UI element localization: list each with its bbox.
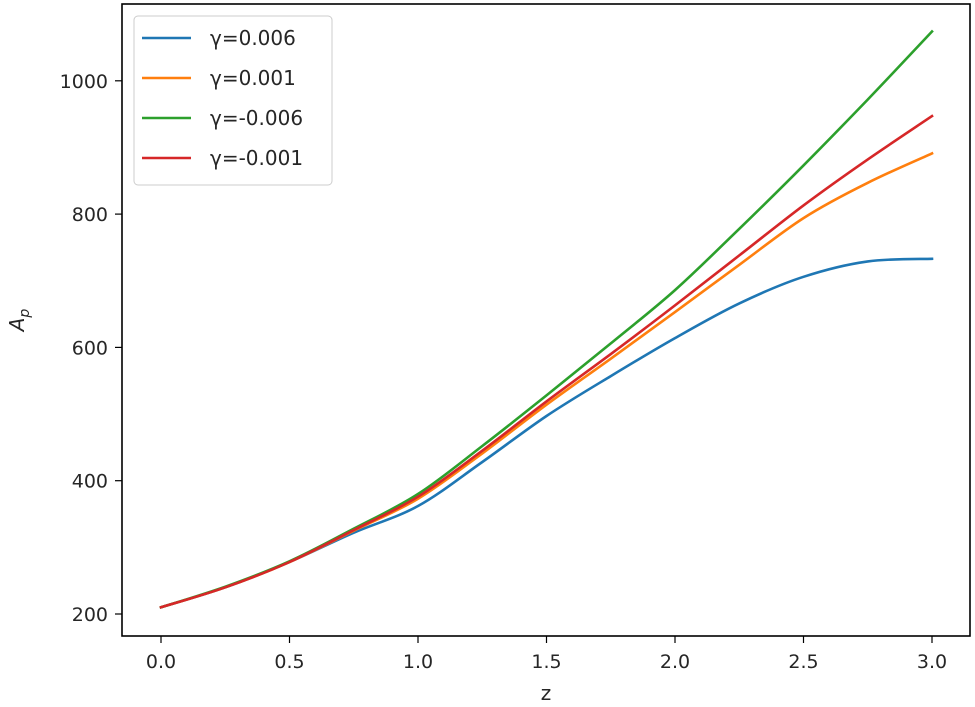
y-tick-label: 200 [72,604,108,626]
x-axis-label: z [541,681,552,705]
legend-label: γ=-0.006 [210,106,303,130]
legend-label: γ=0.001 [210,66,296,90]
y-axis: 200 400 600 800 1000 [60,71,122,626]
y-tick-label: 1000 [60,71,108,93]
x-tick-label: 0.0 [146,651,176,673]
y-tick-label: 800 [72,204,108,226]
x-tick-label: 0.5 [274,651,304,673]
series-layer [159,29,934,609]
legend-box [133,15,333,186]
x-tick-label: 1.0 [403,651,433,673]
legend-label: γ=0.006 [210,26,296,50]
y-axis-label-main: A [5,318,29,334]
series-line-3 [159,114,934,609]
y-axis-label-sub: p [17,309,33,319]
y-tick-label: 400 [72,471,108,493]
x-tick-label: 2.0 [660,651,690,673]
y-axis-label: Ap [5,309,33,334]
x-axis: 0.0 0.5 1.0 1.5 2.0 2.5 3.0 [146,636,947,673]
x-tick-label: 3.0 [917,651,947,673]
legend: γ=0.006 γ=0.001 γ=-0.006 γ=-0.001 [133,15,333,186]
x-tick-label: 2.5 [788,651,818,673]
x-tick-label: 1.5 [531,651,561,673]
legend-label: γ=-0.001 [210,146,303,170]
y-tick-label: 600 [72,337,108,359]
